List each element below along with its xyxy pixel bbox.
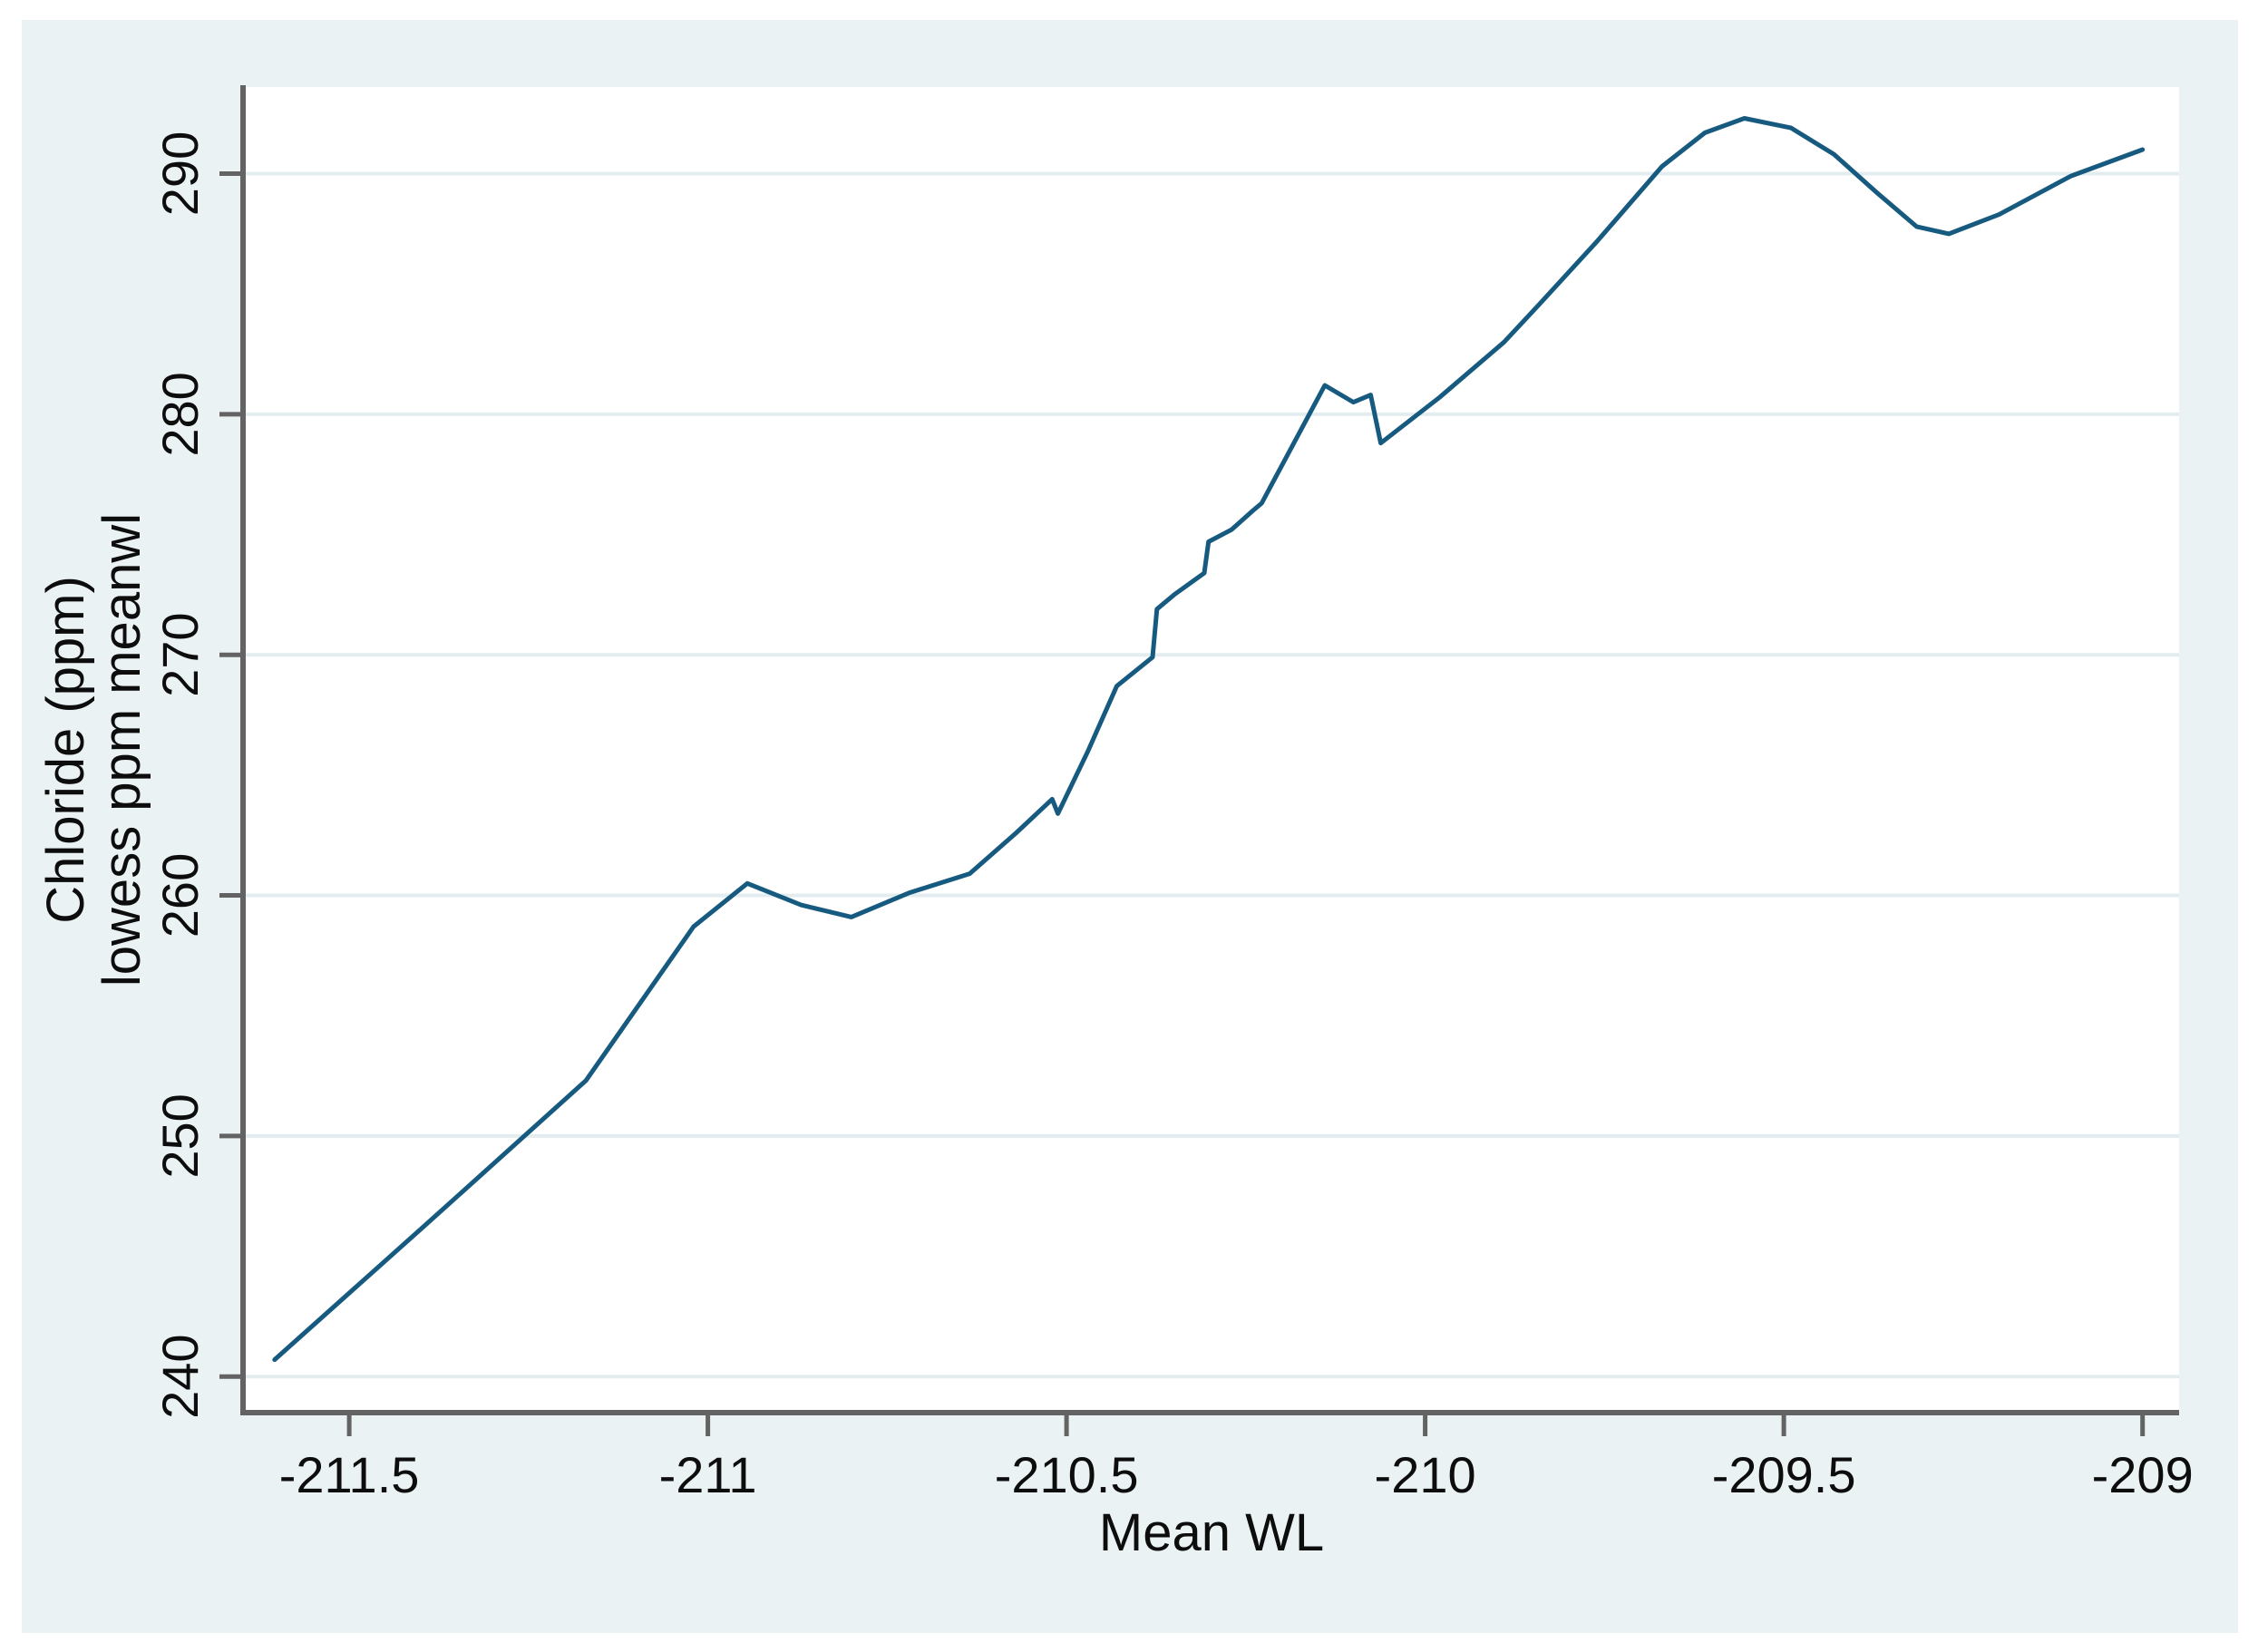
x-tick-label--209: -209 [2092,1446,2194,1503]
y-tick-label-290: 290 [151,131,209,216]
y-axis-title-line1: Chloride (ppm) [36,576,95,924]
y-tick-label-270: 270 [151,612,209,696]
x-tick-label--211: -211 [659,1446,757,1503]
x-tick-label--211.5: -211.5 [279,1446,420,1503]
x-tick-label--210: -210 [1375,1446,1476,1503]
x-tick-label--210.5: -210.5 [995,1446,1139,1503]
x-axis-title: Mean WL [1099,1503,1324,1562]
y-tick-label-240: 240 [151,1334,209,1418]
lowess-line [272,116,2146,1363]
y-tick-label-250: 250 [151,1093,209,1178]
plot-area [243,87,2179,1413]
x-tick-label--209.5: -209.5 [1712,1446,1856,1503]
plot-layer: 240 250 260 270 280 290 -211.5 -211 -210.5 -210 -2… [151,85,2194,1503]
y-tick-label-260: 260 [151,853,209,938]
y-axis-title-line2: lowess ppm meanwl [92,513,151,986]
y-tick-label-280: 280 [151,372,209,456]
